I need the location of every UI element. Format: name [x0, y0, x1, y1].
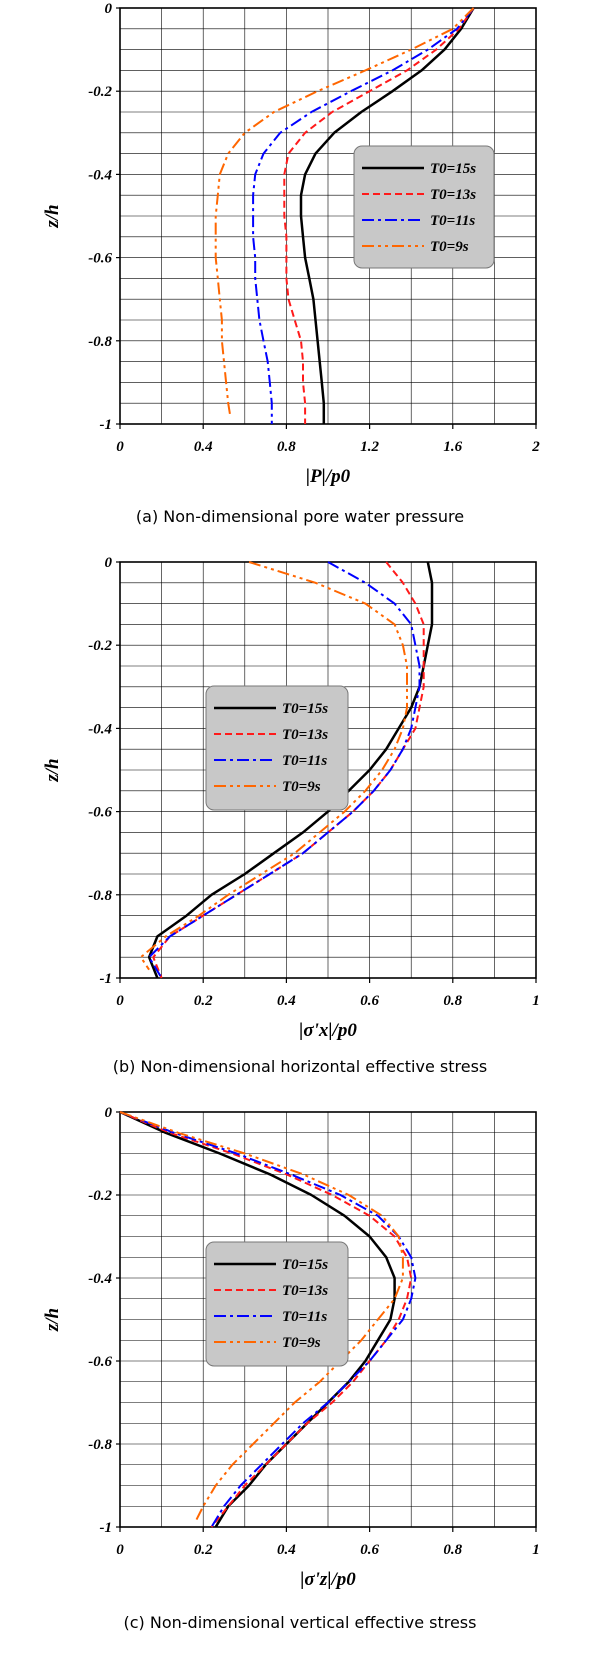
- series-line-t09s: [119, 1111, 404, 1524]
- legend-label: T0=13s: [282, 727, 328, 743]
- y-tick-label: -0.6: [88, 805, 112, 821]
- legend: T0=15s T0=13s T0=11s T0=9s: [205, 1241, 349, 1367]
- figure-caption: (b) Non-dimensional horizontal effective…: [113, 1057, 487, 1076]
- y-tick-label: -0.4: [88, 721, 112, 737]
- legend-label: T0=13s: [282, 1283, 328, 1299]
- legend-label: T0=13s: [430, 187, 476, 203]
- legend-box: [353, 145, 495, 269]
- y-tick-label: -0.4: [88, 167, 112, 183]
- series-line-t013s: [283, 7, 475, 424]
- y-tick-label: -0.4: [88, 1271, 112, 1287]
- legend-label: T0=9s: [282, 1335, 321, 1351]
- legend-label: T0=9s: [282, 779, 321, 795]
- plot-frame: [119, 7, 537, 425]
- series-line-t011s: [119, 1111, 417, 1528]
- x-axis-label: |σ'x|/p0: [299, 1020, 357, 1041]
- legend-label: T0=15s: [282, 1257, 328, 1273]
- legend-box: [205, 685, 349, 811]
- chart-panel-1: 0-0.2-0.4-0.6-0.8-10 0.4 0.8 1.2 1.6 2z/h|P|/…: [42, 1, 540, 526]
- y-tick-label: -0.8: [88, 1437, 112, 1453]
- legend: T0=15s T0=13s T0=11s T0=9s: [353, 145, 495, 269]
- legend-label: T0=11s: [430, 213, 475, 229]
- x-tick-label: 0.8: [443, 1542, 462, 1558]
- x-tick-label: 0.6: [360, 1542, 379, 1558]
- y-tick-label: -0.8: [88, 334, 112, 350]
- y-tick-label: -1: [100, 971, 113, 987]
- x-axis-label: |P|/p0: [306, 466, 351, 487]
- series-line-t015s: [119, 1110, 396, 1528]
- legend-box: [205, 1241, 349, 1367]
- legend-label: T0=15s: [282, 701, 328, 717]
- x-tick-label: 0.4: [277, 993, 296, 1009]
- series-line-t011s: [252, 7, 475, 424]
- x-axis-label: |σ'z|/p0: [300, 1569, 356, 1590]
- x-tick-label: 0.2: [194, 993, 213, 1009]
- y-axis-label: z/h: [42, 1308, 63, 1332]
- x-tick-label: 0: [116, 1542, 124, 1558]
- x-tick-label: 0: [116, 993, 124, 1009]
- y-tick-label: -0.2: [88, 638, 112, 654]
- x-tick-label: 1.6: [443, 439, 462, 455]
- legend-label: T0=11s: [282, 1309, 327, 1325]
- legend-label: T0=15s: [430, 161, 476, 177]
- figure-caption: (c) Non-dimensional vertical effective s…: [124, 1613, 477, 1632]
- x-tick-label: 0.2: [194, 1542, 213, 1558]
- plot-frame: [119, 1111, 537, 1528]
- figure-caption: (a) Non-dimensional pore water pressure: [136, 507, 464, 526]
- x-tick-label: 0.6: [360, 993, 379, 1009]
- x-tick-label: 1: [532, 993, 540, 1009]
- x-tick-label: 0.4: [277, 1542, 296, 1558]
- y-axis-label: z/h: [42, 758, 63, 782]
- x-tick-label: 2: [531, 439, 540, 455]
- series-line-t015s: [147, 561, 434, 979]
- x-tick-label: 1: [532, 1542, 540, 1558]
- y-tick-label: -0.6: [88, 1354, 112, 1370]
- series-line-t09s: [139, 561, 408, 971]
- series-line-t09s: [214, 7, 475, 416]
- x-tick-label: 1.2: [360, 439, 379, 455]
- x-tick-label: 0: [116, 439, 124, 455]
- y-axis-label: z/h: [42, 204, 63, 228]
- legend-label: T0=9s: [430, 239, 469, 255]
- x-tick-label: 0.8: [277, 439, 296, 455]
- y-tick-label: -0.8: [88, 888, 112, 904]
- legend: T0=15s T0=13s T0=11s T0=9s: [205, 685, 349, 811]
- y-tick-label: -1: [100, 1520, 113, 1536]
- y-tick-label: -0.2: [88, 84, 112, 100]
- y-tick-label: -0.6: [88, 251, 112, 267]
- legend-label: T0=11s: [282, 753, 327, 769]
- y-tick-label: 0: [105, 1, 113, 17]
- y-tick-label: -1: [100, 417, 113, 433]
- chart-panel-2: 0-0.2-0.4-0.6-0.8-10 0.2 0.4 0.6 0.8 1z/h|σ'x…: [42, 555, 540, 1076]
- x-tick-label: 0.8: [443, 993, 462, 1009]
- x-tick-label: 0.4: [194, 439, 213, 455]
- y-tick-label: -0.2: [88, 1188, 112, 1204]
- series-line-t015s: [299, 7, 475, 424]
- y-tick-label: 0: [105, 555, 113, 571]
- chart-panel-3: 0-0.2-0.4-0.6-0.8-10 0.2 0.4 0.6 0.8 1z/h|σ'z…: [42, 1105, 540, 1632]
- series-line-t011s: [148, 561, 421, 979]
- y-tick-label: 0: [105, 1105, 113, 1121]
